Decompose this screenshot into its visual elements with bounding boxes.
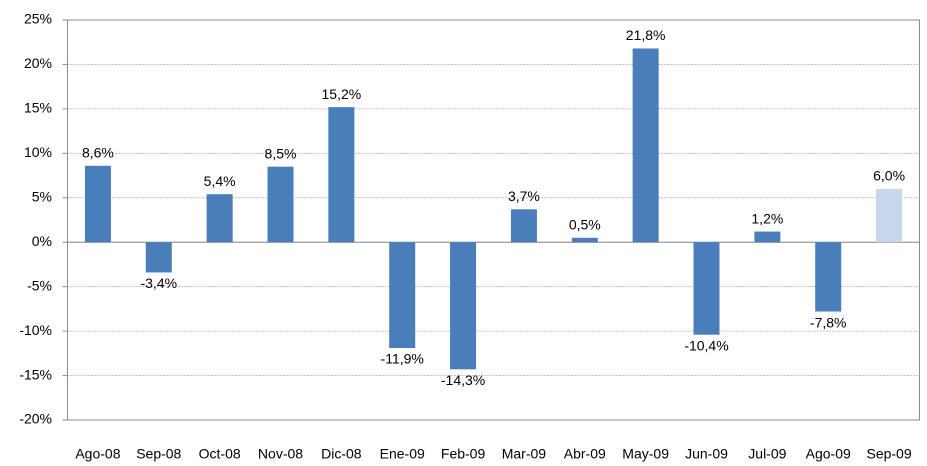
data-label: -11,9% [381,351,424,367]
bar [145,242,172,273]
bar [450,242,477,370]
x-tick-label: Feb-09 [441,446,486,462]
y-tick-label: 0% [32,233,52,249]
data-label: 0,5% [569,216,601,232]
data-label: 21,8% [626,27,666,43]
x-tick-label: Ago-09 [806,446,851,462]
bar [571,237,598,243]
data-label: 6,0% [873,168,905,184]
data-label: -10,4% [684,337,728,353]
data-label: 5,4% [204,173,236,189]
bar [328,107,355,243]
bar [84,165,111,243]
y-tick-label: 15% [24,100,52,116]
bar [876,188,903,243]
y-tick-label: 5% [32,188,52,204]
x-tick-label: Jun-09 [685,446,728,462]
x-tick-label: May-09 [622,446,669,462]
bar [693,242,720,335]
data-label: 3,7% [508,188,540,204]
x-tick-label: Dic-08 [321,446,362,462]
y-tick-label: -15% [19,366,52,382]
data-label: 8,6% [82,144,114,160]
data-label: -7,8% [810,314,847,330]
data-label: -14,3% [441,372,485,388]
y-tick-label: -10% [19,322,52,338]
x-tick-label: Jul-09 [748,446,786,462]
bar [815,242,842,312]
y-tick-label: 10% [24,144,52,160]
x-tick-label: Mar-09 [502,446,547,462]
data-label: 15,2% [322,86,362,102]
x-tick-label: Oct-08 [199,446,241,462]
x-tick-label: Ene-09 [380,446,425,462]
x-tick-label: Sep-09 [866,446,911,462]
bar [510,209,537,243]
y-tick-label: -5% [27,277,52,293]
bar [267,166,294,243]
bar [206,194,233,243]
plot-area [67,19,920,421]
x-tick-label: Abr-09 [564,446,606,462]
x-tick-label: Ago-08 [75,446,120,462]
data-label: 8,5% [265,145,297,161]
y-tick-label: 25% [24,11,52,27]
x-tick-label: Nov-08 [258,446,303,462]
bar [754,231,781,243]
x-tick-label: Sep-08 [136,446,181,462]
y-tick-label: 20% [24,55,52,71]
bar [632,48,659,243]
data-label: -3,4% [140,275,177,291]
data-label: 1,2% [751,210,783,226]
y-tick-label: -20% [19,411,52,427]
bar [389,242,416,348]
